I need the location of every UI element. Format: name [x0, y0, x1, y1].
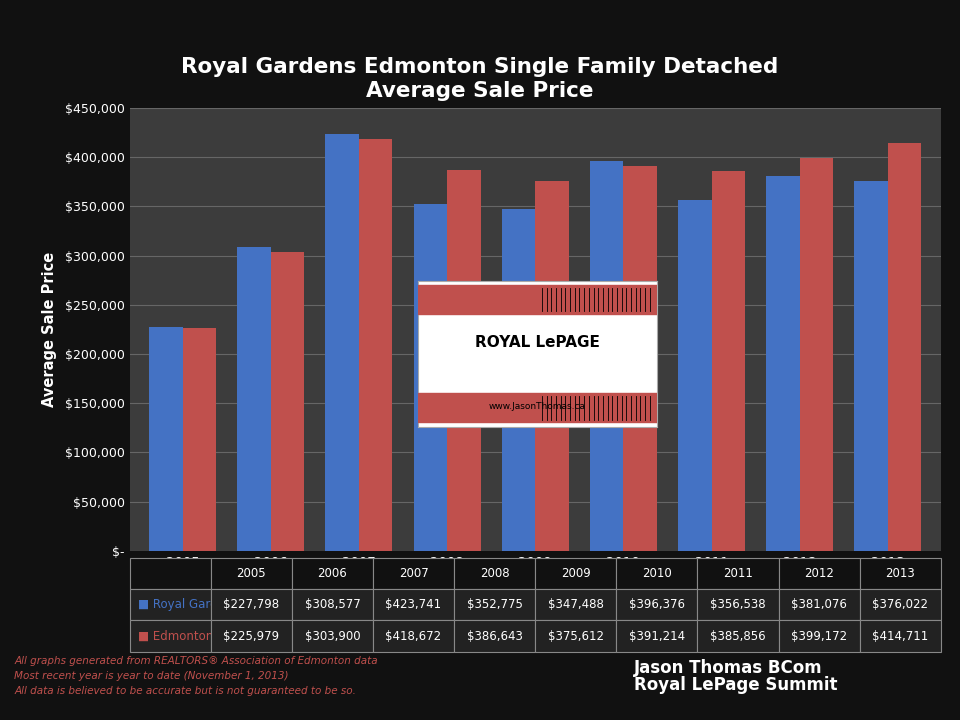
Text: Royal Gardens Edmonton Single Family Detached: Royal Gardens Edmonton Single Family Det…	[181, 57, 779, 77]
Bar	[325, 134, 359, 551]
Bar	[623, 166, 657, 551]
Bar	[182, 328, 216, 551]
X-axis label: Average Sale Price: Average Sale Price	[473, 575, 597, 589]
Bar	[800, 158, 833, 551]
Text: Jason Thomas BCom: Jason Thomas BCom	[634, 660, 822, 677]
Bar	[678, 200, 711, 551]
Bar	[359, 139, 393, 551]
Text: Average Sale Price: Average Sale Price	[367, 81, 593, 101]
Bar	[589, 161, 623, 551]
Bar	[854, 181, 888, 551]
Text: All graphs generated from REALTORS® Association of Edmonton data: All graphs generated from REALTORS® Asso…	[14, 656, 378, 666]
Text: All data is believed to be accurate but is not guaranteed to be so.: All data is believed to be accurate but …	[14, 686, 356, 696]
Bar	[502, 209, 536, 551]
Bar	[888, 143, 922, 551]
Bar	[414, 204, 447, 551]
Text: Royal LePage Summit: Royal LePage Summit	[634, 677, 837, 694]
Y-axis label: Average Sale Price: Average Sale Price	[41, 252, 57, 407]
Bar	[447, 171, 481, 551]
Bar	[766, 176, 800, 551]
Bar	[536, 181, 568, 551]
Bar	[149, 327, 182, 551]
Bar	[711, 171, 745, 551]
Text: Most recent year is year to date (November 1, 2013): Most recent year is year to date (Novemb…	[14, 671, 289, 681]
Bar	[237, 247, 271, 551]
Bar	[271, 252, 304, 551]
